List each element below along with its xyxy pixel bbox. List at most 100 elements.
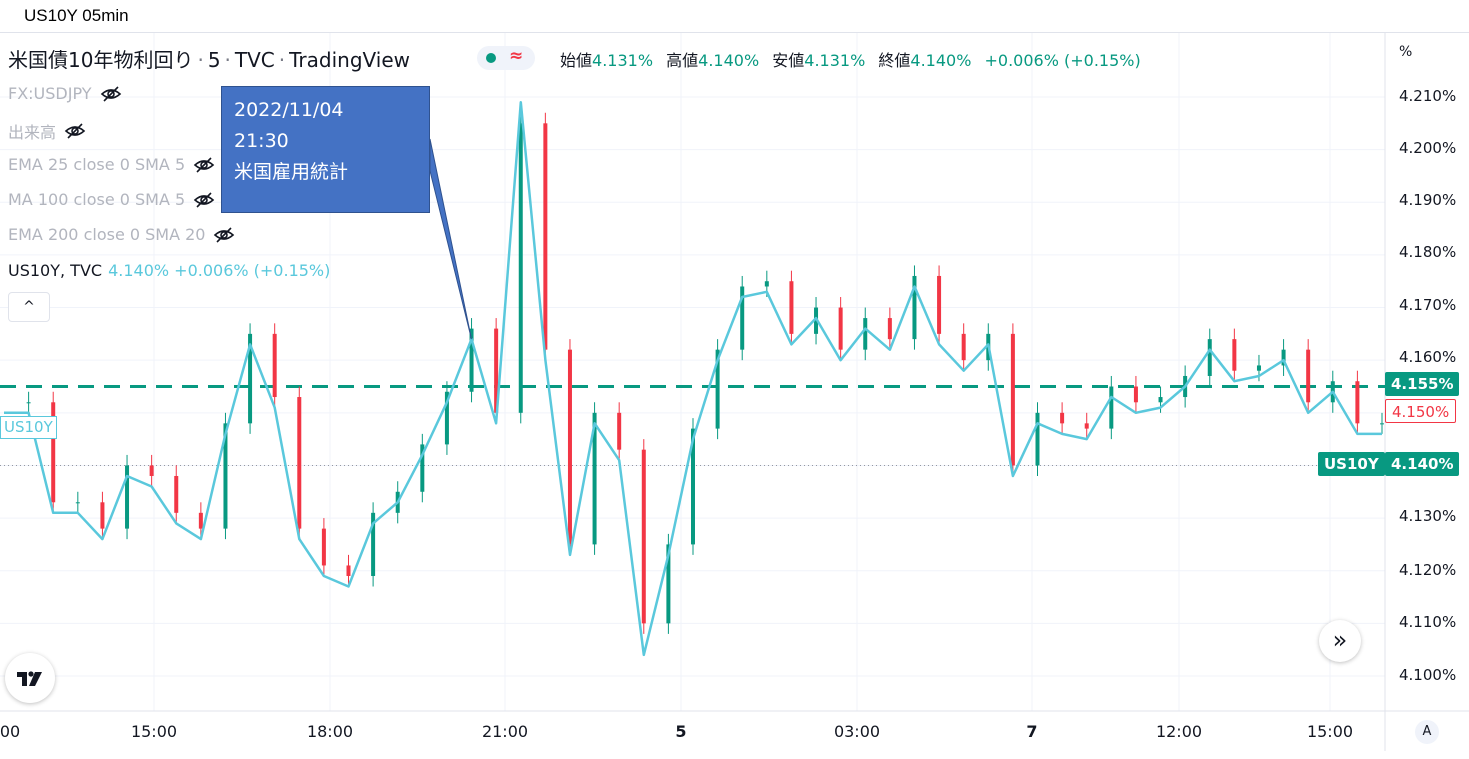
candle-body: [494, 328, 499, 413]
candle-body: [666, 544, 671, 624]
eye-hidden-icon[interactable]: [193, 156, 215, 174]
candle-body: [1109, 386, 1114, 429]
candle-body: [789, 281, 794, 334]
time-tick: 12:00: [1155, 722, 1203, 741]
candle-body: [1207, 339, 1212, 376]
indicator-label: EMA 200 close 0 SMA 20: [8, 225, 206, 244]
symbol-last-tag: 4.140%: [1385, 452, 1460, 476]
candle-body: [149, 465, 154, 476]
callout-time: 21:30: [234, 130, 289, 152]
high-value: 4.140%: [698, 51, 760, 70]
legend-title[interactable]: 米国債10年物利回り · 5 · TVC · TradingView: [8, 44, 410, 73]
market-status-pill[interactable]: ≈: [477, 46, 535, 70]
time-tick: 18:00: [306, 722, 354, 741]
symbol-title[interactable]: 米国債10年物利回り: [8, 48, 194, 72]
candle-body: [887, 318, 892, 340]
candle-body: [174, 475, 179, 513]
event-callout[interactable]: 2022/11/04 21:30 米国雇用統計: [221, 86, 430, 213]
candle-body: [1306, 349, 1311, 403]
legend-separator: ·: [197, 48, 204, 72]
change-value: +0.006% (+0.15%): [984, 51, 1141, 70]
time-tick: 15:00: [130, 722, 178, 741]
candle-body: [26, 402, 31, 404]
price-tick: 4.110%: [1399, 613, 1457, 631]
price-tick: 4.190%: [1399, 191, 1457, 209]
comparison-symbol-values: 4.140% +0.006% (+0.15%): [108, 261, 331, 280]
source-label: TradingView: [289, 48, 410, 72]
comparison-symbol-name: US10Y, TVC: [8, 261, 103, 280]
candle-body: [740, 286, 745, 350]
candle-body: [1380, 423, 1384, 425]
indicator-label: MA 100 close 0 SMA 5: [8, 190, 186, 209]
chart-plot[interactable]: [0, 33, 1469, 751]
comparison-symbol-legend[interactable]: US10Y, TVC 4.140% +0.006% (+0.15%): [8, 261, 330, 280]
candle-body: [420, 444, 425, 492]
wave-icon: ≈: [509, 46, 524, 66]
candle-body: [444, 391, 449, 445]
candle-body: [100, 502, 105, 529]
double-chevron-right-icon[interactable]: »: [1319, 620, 1361, 662]
ohlc-values: 始値4.131% 高値4.140% 安値4.131% 終値4.140% +0.0…: [560, 47, 1149, 71]
indicator-volume[interactable]: 出来高: [8, 119, 86, 143]
candle-body: [764, 281, 769, 287]
series-name-tag: US10Y: [0, 416, 57, 439]
close-label: 終値: [878, 51, 911, 70]
candle-body: [912, 275, 917, 340]
comparison-last-tag: 4.150%: [1385, 399, 1457, 423]
time-tick: 15:00: [1306, 722, 1354, 741]
legend-separator: ·: [278, 48, 286, 72]
candle-body: [346, 565, 351, 576]
callout-text: 米国雇用統計: [234, 161, 349, 183]
price-tick: 4.160%: [1399, 348, 1457, 366]
price-tick: 4.210%: [1399, 87, 1457, 105]
candle-body: [691, 428, 695, 545]
price-tick: 4.100%: [1399, 666, 1457, 684]
interval-label[interactable]: 5: [207, 48, 221, 72]
candle-body: [937, 275, 942, 334]
candle-body: [1158, 397, 1163, 403]
candle-body: [1355, 381, 1360, 424]
candle-body: [1084, 423, 1089, 429]
chart-frame[interactable]: [0, 32, 1469, 751]
eye-hidden-icon[interactable]: [100, 85, 122, 103]
legend-separator: ·: [224, 48, 231, 72]
collapse-legend-button[interactable]: ^: [8, 292, 50, 322]
indicator-usdjpy[interactable]: FX:USDJPY: [8, 84, 122, 103]
candle-body: [1010, 333, 1015, 466]
price-tick: 4.170%: [1399, 296, 1457, 314]
candle-body: [1060, 412, 1065, 424]
dashed-level-tag: 4.155%: [1385, 372, 1460, 396]
low-label: 安値: [772, 51, 805, 70]
candle-body: [617, 412, 622, 450]
candle-body: [248, 333, 253, 424]
indicator-ema200[interactable]: EMA 200 close 0 SMA 20: [8, 225, 235, 244]
indicator-ma100[interactable]: MA 100 close 0 SMA 5: [8, 190, 215, 209]
time-tick: 00: [0, 722, 21, 741]
callout-pointer: [429, 138, 472, 340]
symbol-label-tag: US10Y: [1318, 452, 1385, 476]
candle-body: [814, 307, 819, 334]
candle-body: [321, 528, 326, 566]
close-value: 4.140%: [910, 51, 972, 70]
candle-body: [371, 512, 376, 576]
candle-body: [1256, 365, 1261, 371]
eye-hidden-icon[interactable]: [193, 191, 215, 209]
tradingview-logo-icon[interactable]: [5, 653, 55, 703]
eye-hidden-icon[interactable]: [213, 226, 235, 244]
chart-caption: US10Y 05min: [24, 6, 129, 25]
candle-body: [75, 502, 80, 504]
price-tick: 4.130%: [1399, 507, 1457, 525]
candle-body: [838, 307, 843, 350]
candle-body: [198, 512, 203, 529]
eye-hidden-icon[interactable]: [64, 122, 86, 140]
candle-body: [223, 423, 228, 529]
candle-body: [961, 333, 966, 361]
indicator-ema25[interactable]: EMA 25 close 0 SMA 5: [8, 155, 215, 174]
high-label: 高値: [666, 51, 699, 70]
candle-body: [125, 465, 130, 529]
low-value: 4.131%: [804, 51, 866, 70]
price-tick: 4.200%: [1399, 139, 1457, 157]
indicator-label: EMA 25 close 0 SMA 5: [8, 155, 186, 174]
auto-scale-button[interactable]: A: [1415, 720, 1439, 744]
exchange-label: TVC: [234, 48, 275, 72]
